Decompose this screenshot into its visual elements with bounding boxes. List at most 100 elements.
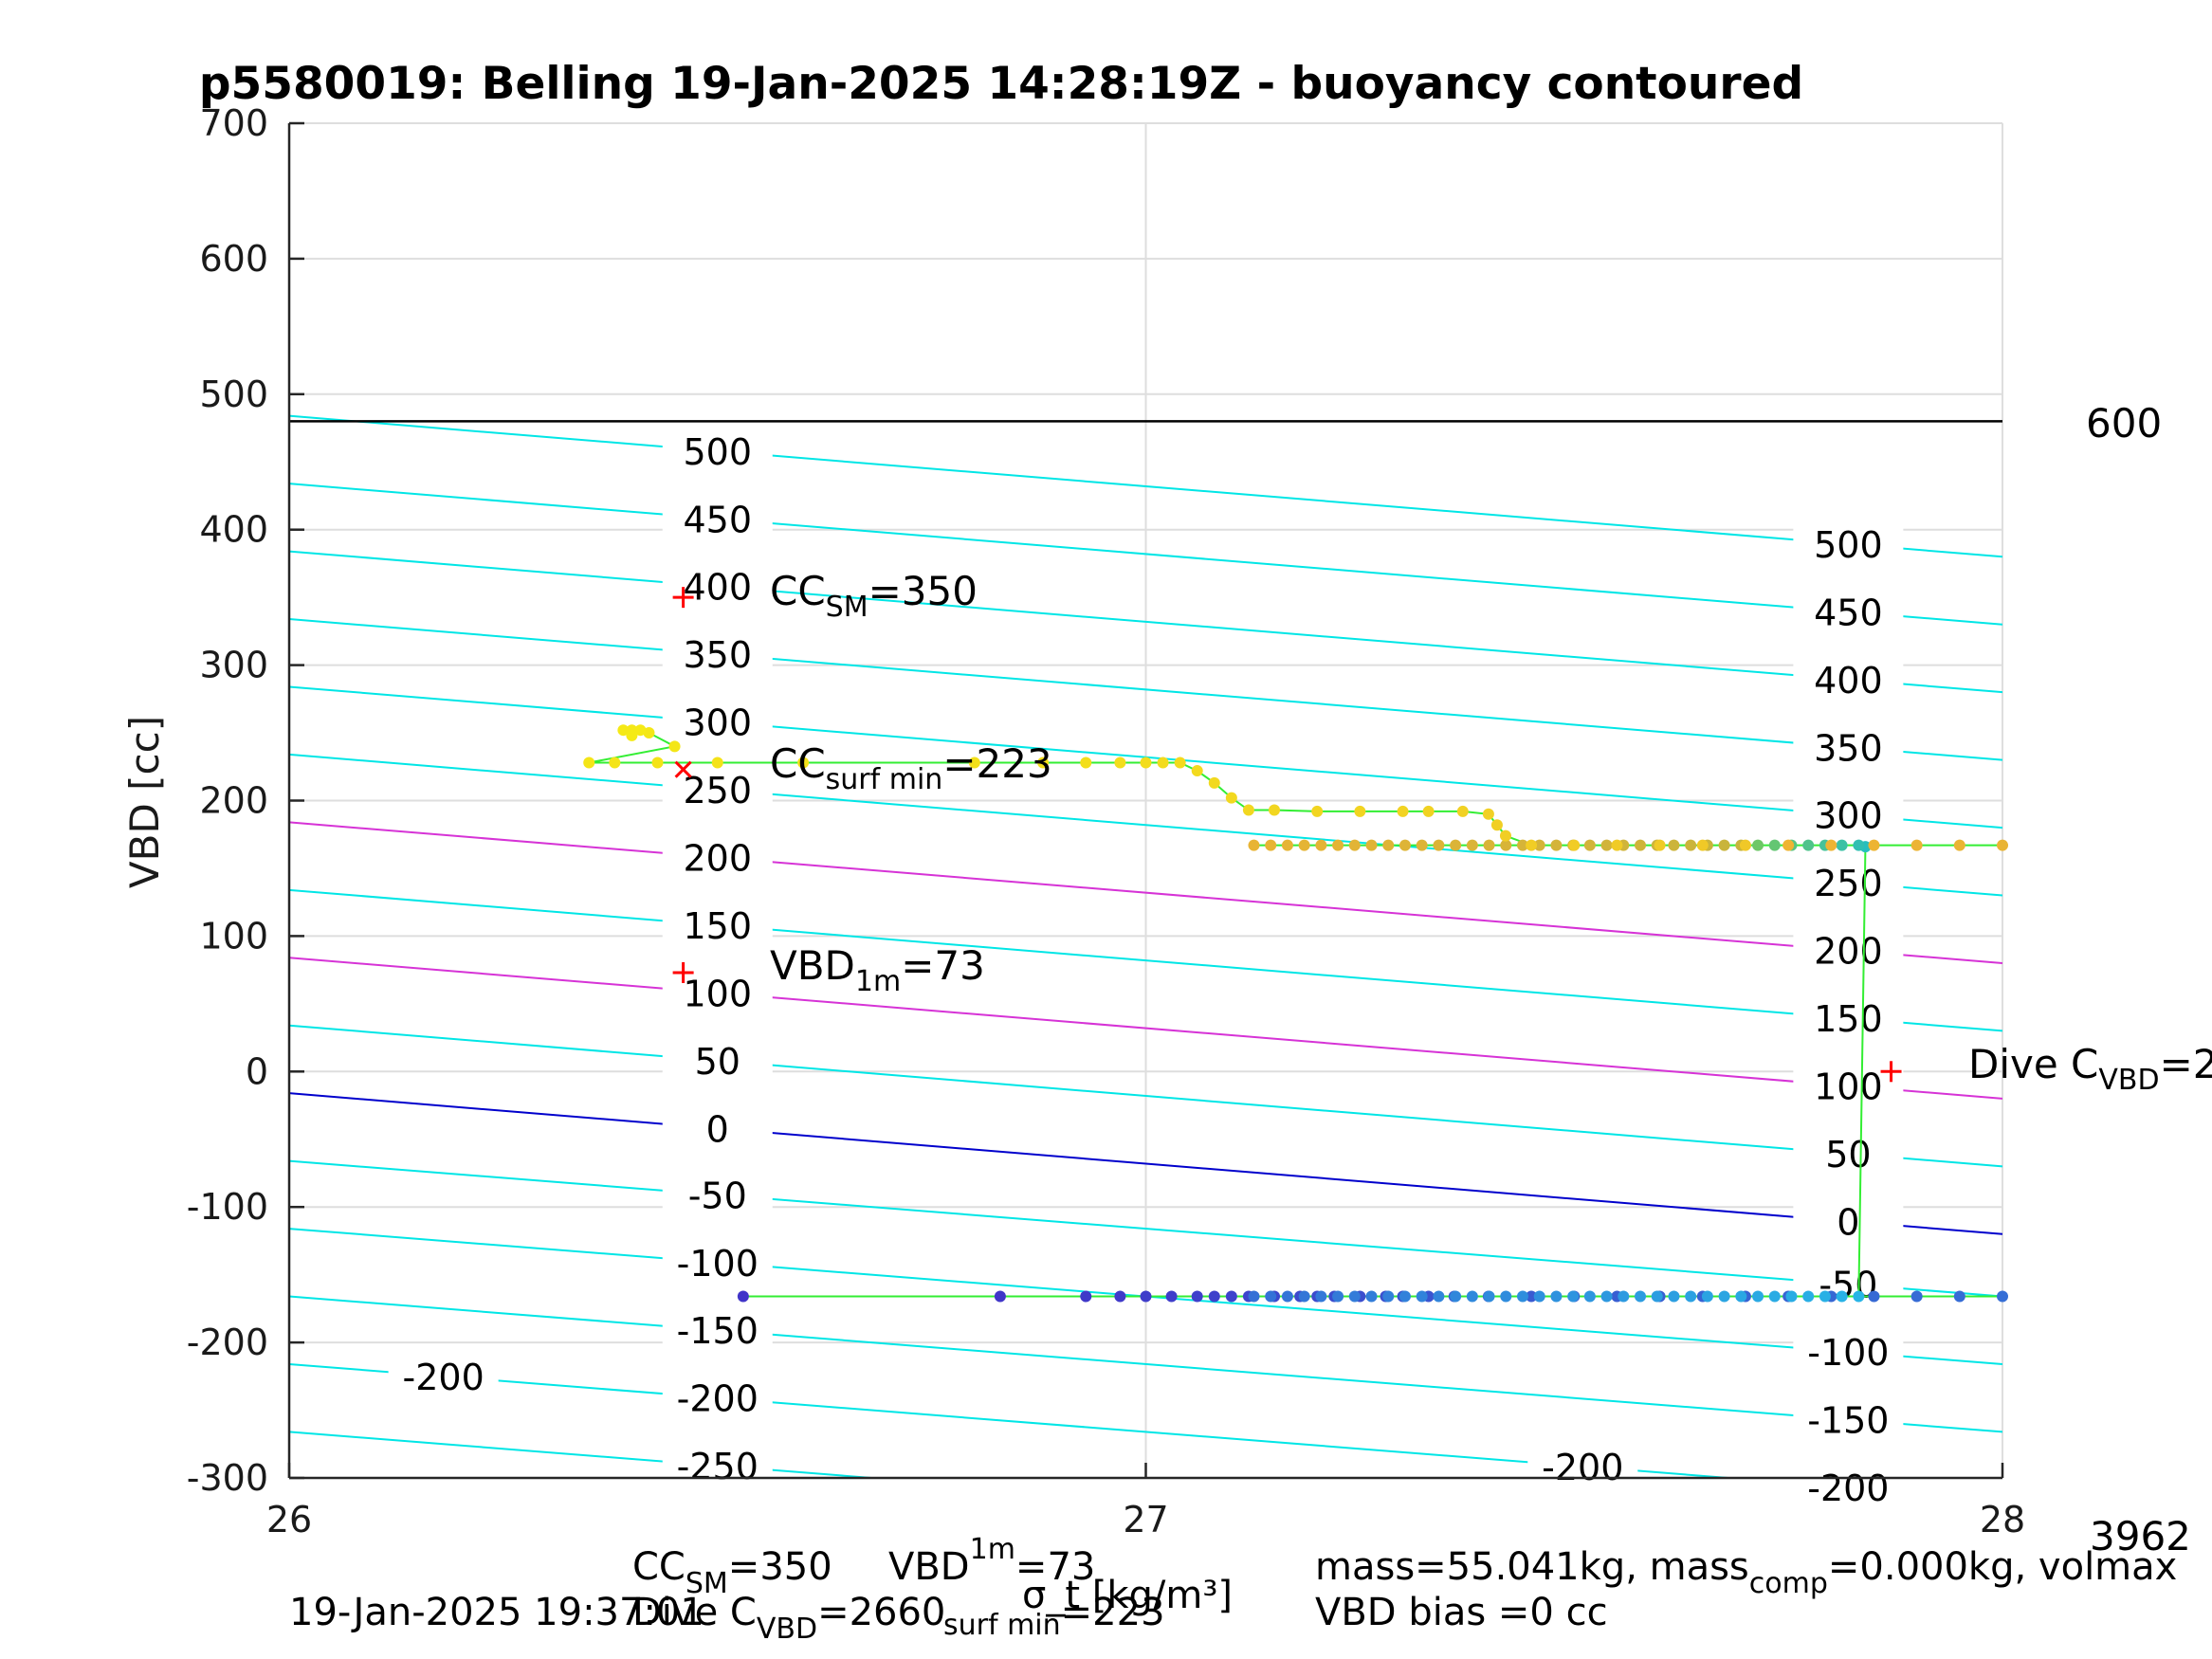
dive-point — [1140, 1290, 1152, 1303]
dive-point — [994, 1290, 1006, 1303]
climb-point — [1298, 839, 1310, 851]
contour-label: 0 — [1837, 1201, 1859, 1243]
climb-point — [651, 757, 664, 769]
contour-label-bg — [1793, 1130, 1904, 1175]
y-tick-label: -300 — [187, 1457, 268, 1499]
contour-label: 200 — [1814, 931, 1883, 973]
dive-point — [1600, 1290, 1613, 1303]
climb-point — [1668, 839, 1680, 851]
climb-point — [1997, 839, 2008, 851]
climb-point — [1500, 839, 1512, 851]
contour-line — [289, 414, 2002, 558]
dive-point — [1165, 1290, 1178, 1303]
marker-cc-sm — [672, 587, 694, 609]
contour-line — [289, 1024, 2002, 1168]
dive-point — [1526, 1290, 1538, 1303]
y-tick-label: 700 — [199, 102, 268, 144]
climb-point — [1600, 839, 1613, 851]
climb-point — [1550, 839, 1563, 851]
y-axis-label: VBD [cc] — [121, 716, 168, 888]
climb-point — [634, 724, 647, 737]
dive-point — [1583, 1290, 1596, 1303]
contour-label: 100 — [1814, 1066, 1883, 1108]
footer-cc-surf-min: surf min=223 — [943, 1591, 1165, 1642]
climb-point — [1718, 839, 1730, 851]
contour-label-bg — [1793, 520, 1904, 565]
contour-label-bg — [662, 1172, 773, 1216]
dive-point — [1332, 1290, 1344, 1303]
climb-point — [1953, 839, 1965, 851]
contour-label: 500 — [683, 431, 752, 473]
contour-label-bg — [1793, 1465, 1904, 1509]
dive-point — [1651, 1290, 1663, 1303]
dive-point — [1416, 1290, 1428, 1303]
footer-timestamp: 19-Jan-2025 19:37:01 — [289, 1591, 704, 1634]
contour-label-bg — [662, 699, 773, 743]
contour-label-bg — [1793, 1198, 1904, 1243]
climb-point — [1397, 805, 1409, 817]
contour-label-bg — [388, 1353, 499, 1397]
climb-point — [797, 757, 810, 769]
dive-point — [1635, 1290, 1647, 1303]
contour-label: -200 — [1807, 1468, 1889, 1509]
climb-point — [1416, 839, 1428, 851]
climb-point — [1114, 757, 1126, 769]
contour-line — [289, 1431, 885, 1478]
climb-point — [1516, 839, 1528, 851]
climb-point — [1422, 805, 1435, 817]
contour-label-bg — [662, 1239, 773, 1284]
climb-point — [1433, 839, 1445, 851]
contour-label: 400 — [1814, 660, 1883, 702]
y-tick-label: 100 — [199, 915, 268, 957]
y-tick-label: -200 — [187, 1322, 268, 1363]
dive-point — [1080, 1290, 1092, 1303]
dive-point — [1298, 1290, 1310, 1303]
climb-point — [1752, 839, 1764, 851]
climb-point — [1242, 804, 1254, 816]
climb-point — [1533, 839, 1545, 851]
dive-point — [1735, 1290, 1747, 1303]
contour-label-bg — [1793, 860, 1904, 904]
dive-point — [1191, 1290, 1203, 1303]
dive-point — [1500, 1290, 1512, 1303]
climb-point — [1635, 839, 1647, 851]
climb-point — [1332, 839, 1344, 851]
climb-point — [1696, 839, 1709, 851]
dive-point — [1114, 1290, 1126, 1303]
climb-point — [1739, 839, 1751, 851]
climb-point — [1174, 757, 1186, 769]
climb-point — [1483, 839, 1495, 851]
contour-label: -200 — [403, 1357, 484, 1398]
dive-point — [1618, 1290, 1630, 1303]
climb-point — [1910, 839, 1923, 851]
climb-point — [1583, 839, 1596, 851]
contour-label-bg — [662, 1443, 773, 1487]
contour-line — [289, 1295, 2002, 1433]
contour-label: 100 — [683, 973, 752, 1014]
contour-label-bg — [1793, 656, 1904, 701]
contour-label-bg — [662, 1037, 773, 1082]
climb-point — [1140, 757, 1152, 769]
contour-line — [289, 888, 2002, 1032]
contour-label-bg — [662, 970, 773, 1014]
climb-point — [711, 757, 723, 769]
dive-point — [1248, 1290, 1260, 1303]
dive-point — [1752, 1290, 1764, 1303]
contour-line — [289, 753, 2002, 897]
climb-point — [1450, 839, 1462, 851]
contour-label-bg — [1793, 995, 1904, 1040]
contour-line — [289, 821, 2002, 964]
climb-point — [1490, 819, 1503, 831]
dive-point — [1265, 1290, 1277, 1303]
contour-label-bg — [662, 767, 773, 811]
climb-point — [1037, 757, 1050, 769]
contour-label-bg — [662, 563, 773, 608]
y-tick-label: 200 — [199, 780, 268, 822]
reference-line-label: 600 — [2086, 400, 2162, 447]
contour-label-bg — [662, 428, 773, 472]
climb-point — [1853, 839, 1865, 851]
contour-label-bg — [662, 496, 773, 540]
contour-label: -250 — [677, 1446, 759, 1487]
dive-point — [1382, 1290, 1395, 1303]
dive-point — [1668, 1290, 1680, 1303]
